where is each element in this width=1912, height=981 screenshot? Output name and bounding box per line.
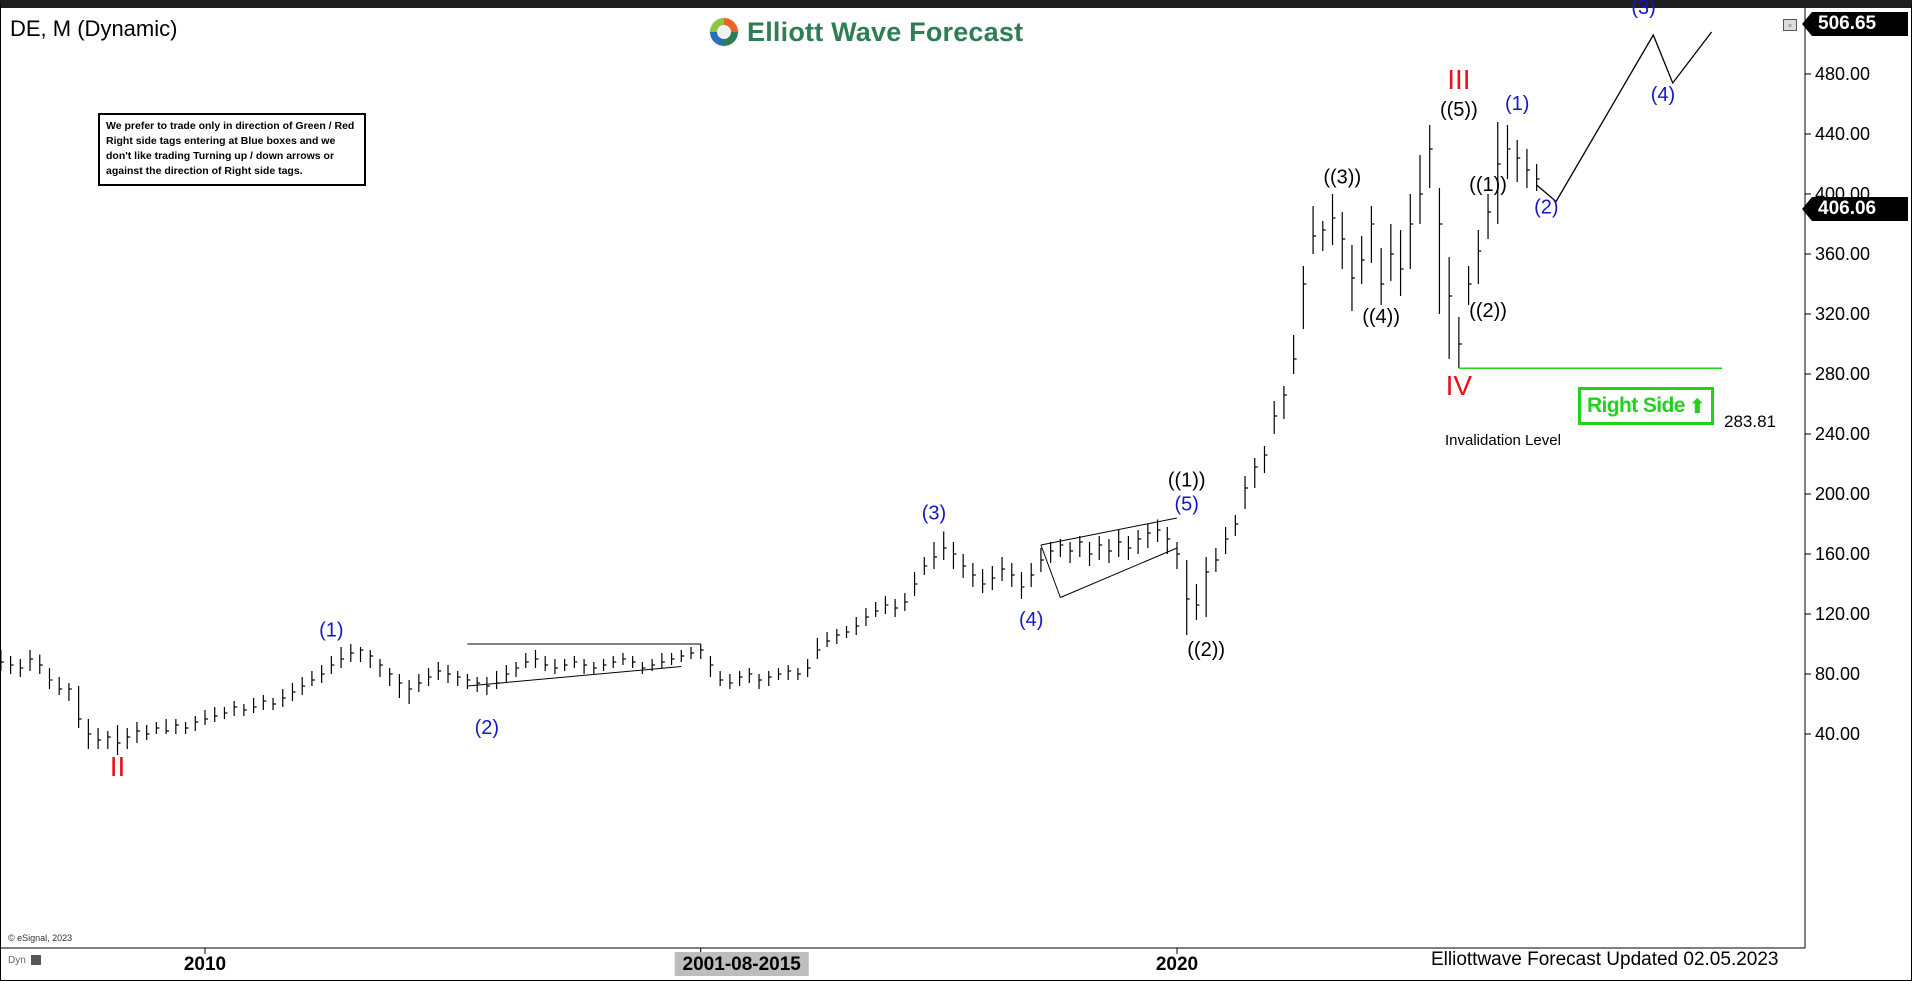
triangle-line [467,666,682,687]
brand-name: Elliott Wave Forecast [747,16,1024,47]
triangle-line [1040,517,1178,546]
y-tick-label: 80.00 [1815,664,1860,684]
wave-label: (4) [1019,609,1043,631]
x-tick-label: 2010 [184,954,226,975]
wave-label: ((2)) [1469,300,1507,322]
right-side-label: Right Side [1586,394,1685,417]
wave-label: (3) [1631,0,1655,19]
top-price-tag: 506.65 [1802,12,1908,36]
triangle-line [1060,547,1178,598]
y-tick-label: 40.00 [1815,724,1860,744]
y-axis-ticks: 480.00440.00400.00360.00320.00280.00240.… [1805,64,1870,744]
y-tick-label: 280.00 [1815,364,1870,384]
y-tick-label: 160.00 [1815,544,1870,564]
projection-line [1536,31,1713,203]
brand-logo: Elliott Wave Forecast [707,14,1023,50]
dyn-icon: Dyn [8,955,41,966]
up-arrow-icon: ⬆ [1688,395,1706,418]
trading-notice: We prefer to trade only in direction of … [98,113,366,186]
wave-label: (1) [1505,93,1529,115]
symbol-title: DE, M (Dynamic) [10,16,178,41]
triangle-line [1040,544,1061,598]
ohlc-bars [0,122,1540,755]
wave-label: II [110,751,126,782]
wave-label: ((5)) [1440,99,1478,121]
triangle-lines [467,517,1178,687]
wave-label: III [1447,64,1470,95]
current-price-tag: 406.06 [1802,197,1908,221]
wave-label: (1) [319,620,343,642]
wave-label: (4) [1651,84,1675,106]
dyn-text: Dyn [8,955,26,966]
x-axis-ticks: 2010 2001-08-2015 2020 [184,948,1198,976]
x-tick-highlight [674,952,809,976]
updated-note: Elliottwave Forecast Updated 02.05.2023 [1431,949,1779,970]
logo-icon [709,17,739,47]
y-tick-label: 440.00 [1815,124,1870,144]
y-tick-label: 120.00 [1815,604,1870,624]
projection-path [1536,31,1713,203]
wave-label: ((4)) [1362,306,1400,328]
right-side-tag: Right Side ⬆ [1578,387,1714,425]
restore-window-icon[interactable]: ▫ [1783,19,1797,31]
wave-label: ((3)) [1323,167,1361,189]
wave-label: ((1)) [1469,174,1507,196]
y-tick-label: 360.00 [1815,244,1870,264]
y-tick-label: 320.00 [1815,304,1870,324]
wave-label: (2) [1534,197,1558,219]
x-tick-label: 2001-08-2015 [683,954,802,975]
wave-label: (2) [475,717,499,739]
wave-label: IV [1446,370,1473,401]
y-tick-label: 200.00 [1815,484,1870,504]
print-icon [30,955,41,966]
x-tick-label: 2020 [1156,954,1198,975]
invalidation-label: Invalidation Level [1445,432,1561,449]
wave-label: (5) [1174,494,1198,516]
y-tick-label: 240.00 [1815,424,1870,444]
wave-labels: III(1)(2)(3)(4)((1))(5)((2))((3))((4))II… [110,0,1675,782]
wave-label: (3) [922,503,946,525]
copyright-text: © eSignal, 2023 [8,933,73,943]
wave-label: ((1)) [1168,470,1206,492]
wave-label: ((2)) [1187,639,1225,661]
invalidation-value: 283.81 [1724,412,1776,431]
y-tick-label: 480.00 [1815,64,1870,84]
